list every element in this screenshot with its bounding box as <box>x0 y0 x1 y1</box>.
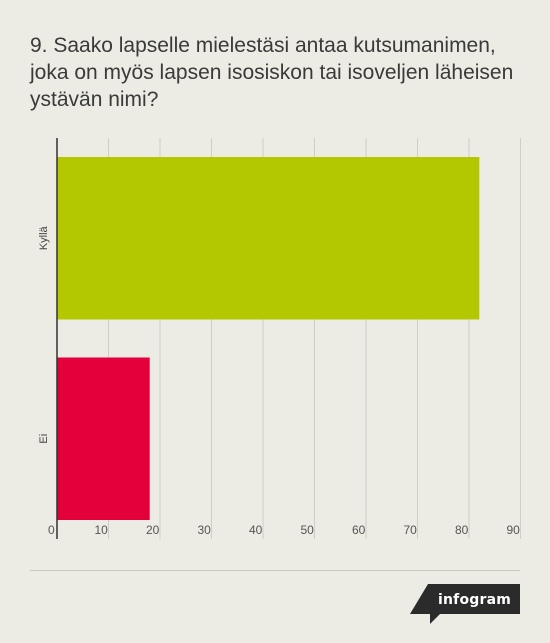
x-tick-label-50: 50 <box>301 523 315 537</box>
x-tick-label-90: 90 <box>507 523 521 537</box>
y-axis-labels: Kyllä Ei <box>38 225 50 443</box>
x-axis-tick-labels: 0 10 20 30 40 50 60 70 80 90 <box>48 523 520 537</box>
y-category-label-ei: Ei <box>38 434 50 444</box>
x-tick-label-70: 70 <box>404 523 418 537</box>
infogram-logo[interactable]: infogram <box>410 584 520 624</box>
bar-ei <box>57 357 150 520</box>
y-category-label-kyllä: Kyllä <box>38 225 50 250</box>
bar-kyllä <box>57 157 480 320</box>
footer-divider <box>30 570 520 571</box>
chart-title: 9. Saako lapselle mielestäsi antaa kutsu… <box>30 34 514 111</box>
x-tick-label-0: 0 <box>48 523 55 537</box>
x-tick-label-60: 60 <box>352 523 366 537</box>
bars <box>57 157 480 520</box>
infogram-wordmark: infogram <box>438 592 512 608</box>
x-tick-label-80: 80 <box>455 523 469 537</box>
x-tick-label-20: 20 <box>146 523 160 537</box>
x-tick-label-30: 30 <box>198 523 212 537</box>
x-tick-label-10: 10 <box>95 523 109 537</box>
x-tick-label-40: 40 <box>249 523 263 537</box>
bar-chart: Kyllä Ei 0 10 20 30 40 50 60 70 80 90 <box>38 138 521 539</box>
infogram-badge-icon <box>410 584 520 624</box>
